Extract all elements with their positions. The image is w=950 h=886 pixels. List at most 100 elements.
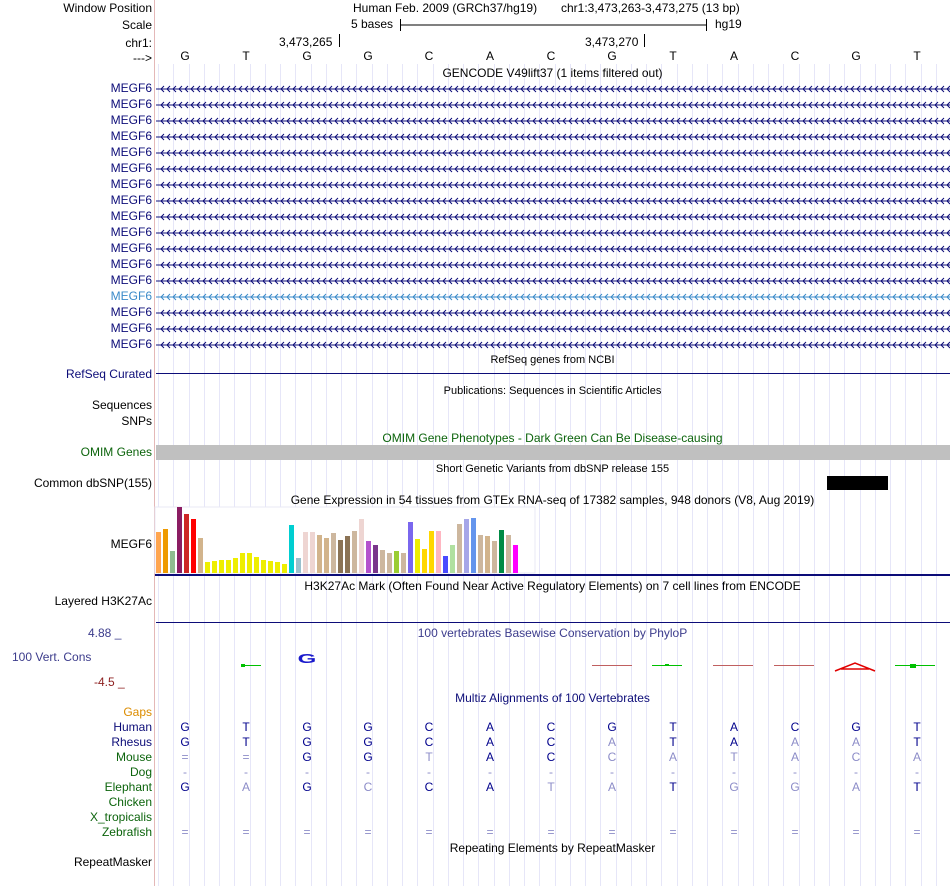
gtex-tissue-bar[interactable] — [324, 538, 329, 573]
multiz-species-label[interactable]: Zebrafish — [101, 825, 152, 839]
gtex-tissue-bar[interactable] — [401, 553, 406, 573]
multiz-species-label[interactable]: Elephant — [104, 780, 152, 794]
gtex-tissue-bar[interactable] — [415, 539, 420, 573]
gtex-tissue-bar[interactable] — [247, 553, 252, 573]
gtex-tissue-bar[interactable] — [261, 560, 266, 573]
gencode-transcript-line[interactable] — [155, 260, 950, 270]
gtex-tissue-bar[interactable] — [156, 532, 161, 573]
multiz-track-title[interactable]: Multiz Alignments of 100 Vertebrates — [455, 691, 650, 705]
gtex-tissue-bar[interactable] — [338, 540, 343, 573]
gtex-tissue-bar[interactable] — [163, 529, 168, 573]
gencode-transcript-line[interactable] — [155, 212, 950, 222]
gtex-tissue-bar[interactable] — [205, 562, 210, 573]
gencode-gene-label[interactable]: MEGF6 — [110, 177, 152, 191]
gencode-transcript-line[interactable] — [155, 324, 950, 334]
multiz-gaps-label[interactable]: Gaps — [123, 705, 152, 719]
gencode-gene-label[interactable]: MEGF6 — [110, 321, 152, 335]
gencode-gene-label[interactable]: MEGF6 — [110, 241, 152, 255]
gencode-transcript-line[interactable] — [155, 340, 950, 350]
omim-genes-label[interactable]: OMIM Genes — [80, 445, 152, 459]
gtex-tissue-bar[interactable] — [485, 536, 490, 573]
gtex-tissue-bar[interactable] — [408, 522, 413, 573]
omim-gene-bar[interactable] — [156, 445, 950, 460]
gencode-transcript-line[interactable] — [155, 308, 950, 318]
multiz-species-label[interactable]: Human — [113, 720, 152, 734]
gtex-tissue-bar[interactable] — [310, 532, 315, 573]
gencode-gene-label[interactable]: MEGF6 — [110, 257, 152, 271]
gencode-transcript-line[interactable] — [155, 84, 950, 94]
multiz-species-label[interactable]: X_tropicalis — [89, 810, 152, 824]
gencode-gene-label[interactable]: MEGF6 — [110, 193, 152, 207]
gtex-tissue-bar[interactable] — [464, 519, 469, 573]
gencode-gene-label[interactable]: MEGF6 — [110, 225, 152, 239]
gtex-tissue-bar[interactable] — [492, 541, 497, 573]
gtex-tissue-bar[interactable] — [303, 532, 308, 573]
publications-sequences-label[interactable]: Sequences — [91, 398, 152, 412]
gtex-tissue-bar[interactable] — [317, 535, 322, 573]
gtex-tissue-bar[interactable] — [345, 536, 350, 573]
gtex-tissue-bar[interactable] — [394, 551, 399, 573]
gtex-tissue-bar[interactable] — [359, 519, 364, 573]
gtex-tissue-bar[interactable] — [170, 551, 175, 573]
gtex-tissue-bar[interactable] — [422, 549, 427, 573]
gencode-gene-label[interactable]: MEGF6 — [110, 209, 152, 223]
gtex-tissue-bar[interactable] — [373, 545, 378, 573]
gtex-tissue-bar[interactable] — [296, 558, 301, 573]
gtex-tissue-bar[interactable] — [513, 545, 518, 573]
multiz-species-label[interactable]: Chicken — [108, 795, 152, 809]
gencode-transcript-line[interactable] — [155, 164, 950, 174]
gtex-tissue-bar[interactable] — [254, 557, 259, 573]
gencode-gene-label[interactable]: MEGF6 — [110, 145, 152, 159]
gtex-tissue-bar[interactable] — [191, 519, 196, 573]
gencode-transcript-line[interactable] — [155, 180, 950, 190]
gencode-transcript-line[interactable] — [155, 100, 950, 110]
gtex-tissue-bar[interactable] — [457, 524, 462, 573]
gtex-tissue-bar[interactable] — [443, 556, 448, 573]
gtex-tissue-bar[interactable] — [275, 562, 280, 573]
multiz-species-label[interactable]: Rhesus — [111, 735, 152, 749]
gencode-gene-label[interactable]: MEGF6 — [110, 337, 152, 351]
gtex-tissue-bar[interactable] — [289, 525, 294, 573]
refseq-track-title[interactable]: RefSeq genes from NCBI — [490, 354, 615, 366]
dbsnp-variant-feature[interactable] — [827, 476, 888, 490]
gtex-tissue-bar[interactable] — [499, 530, 504, 573]
gtex-tissue-bar[interactable] — [478, 535, 483, 573]
gtex-tissue-bar[interactable] — [240, 553, 245, 573]
publications-track-title[interactable]: Publications: Sequences in Scientific Ar… — [443, 385, 662, 397]
gtex-bar-chart[interactable] — [154, 506, 536, 575]
refseq-gene-line[interactable] — [156, 373, 950, 374]
refseq-curated-label[interactable]: RefSeq Curated — [65, 367, 152, 381]
h3k27ac-label[interactable]: Layered H3K27Ac — [54, 594, 152, 608]
gencode-transcript-line[interactable] — [155, 276, 950, 286]
gencode-gene-label[interactable]: MEGF6 — [110, 305, 152, 319]
gtex-tissue-bar[interactable] — [450, 545, 455, 573]
gtex-tissue-bar[interactable] — [366, 541, 371, 573]
conservation-track-title[interactable]: 100 vertebrates Basewise Conservation by… — [417, 626, 688, 640]
repeatmasker-label[interactable]: RepeatMasker — [73, 855, 152, 869]
multiz-species-label[interactable]: Mouse — [115, 750, 152, 764]
gencode-gene-label[interactable]: MEGF6 — [110, 129, 152, 143]
gencode-transcript-line[interactable] — [155, 132, 950, 142]
gtex-tissue-bar[interactable] — [436, 531, 441, 573]
gtex-tissue-bar[interactable] — [212, 561, 217, 573]
gtex-tissue-bar[interactable] — [177, 507, 182, 573]
h3k27ac-track-title[interactable]: H3K27Ac Mark (Often Found Near Active Re… — [304, 579, 801, 593]
conservation-label[interactable]: 100 Vert. Cons — [12, 650, 92, 664]
repeatmasker-track-title[interactable]: Repeating Elements by RepeatMasker — [449, 841, 656, 855]
gencode-transcript-line[interactable] — [155, 116, 950, 126]
gtex-tissue-bar[interactable] — [471, 518, 476, 573]
gtex-tissue-bar[interactable] — [387, 553, 392, 573]
gencode-gene-label[interactable]: MEGF6 — [110, 97, 152, 111]
gtex-tissue-bar[interactable] — [380, 550, 385, 573]
gtex-tissue-bar[interactable] — [233, 558, 238, 573]
gtex-tissue-bar[interactable] — [352, 531, 357, 573]
gtex-tissue-bar[interactable] — [282, 564, 287, 573]
multiz-species-label[interactable]: Dog — [129, 765, 152, 779]
dbsnp-track-title[interactable]: Short Genetic Variants from dbSNP releas… — [435, 463, 670, 475]
gencode-transcript-line[interactable] — [155, 196, 950, 206]
publications-snps-label[interactable]: SNPs — [121, 414, 152, 428]
gtex-tissue-bar[interactable] — [429, 531, 434, 573]
gencode-transcript-line[interactable] — [155, 244, 950, 254]
gtex-tissue-bar[interactable] — [331, 533, 336, 573]
gencode-gene-label[interactable]: MEGF6 — [110, 161, 152, 175]
